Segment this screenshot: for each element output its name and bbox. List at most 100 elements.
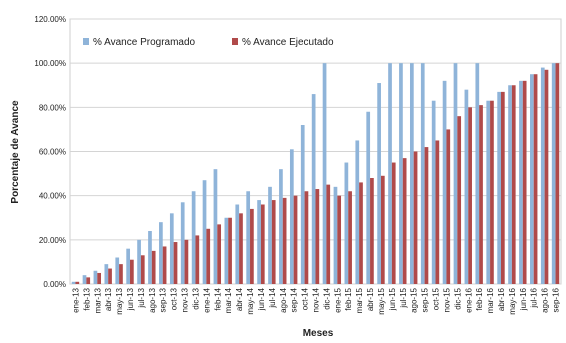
x-tick-label: ago-13 [148, 287, 157, 312]
bars [71, 63, 560, 285]
legend-label-programado: % Avance Programado [93, 37, 196, 48]
x-tick-label: jul-16 [530, 287, 539, 308]
x-tick-label: feb-15 [344, 287, 353, 310]
x-tick-label: dic-13 [191, 287, 200, 309]
x-tick-label: ene-14 [202, 287, 211, 312]
bar-ejecutado [490, 100, 494, 285]
bar-ejecutado [293, 195, 298, 284]
bar-programado [366, 111, 371, 284]
x-tick-label: abr-16 [497, 287, 506, 311]
bar-ejecutado [315, 189, 320, 284]
bar-programado [235, 204, 240, 284]
legend: % Avance Programado % Avance Ejecutado [83, 37, 334, 48]
bar-programado [159, 222, 163, 284]
bar-programado [497, 91, 501, 285]
bar-programado [202, 180, 207, 284]
x-tick-label: may-14 [246, 287, 255, 314]
bar-programado [279, 169, 283, 284]
y-axis-ticks: 0.00% 20.00% 40.00% 60.00% 80.00% 100.00% 120.… [34, 15, 66, 289]
bar-programado [551, 63, 556, 284]
bar-ejecutado [370, 178, 374, 284]
bar-ejecutado [457, 116, 462, 284]
x-tick-label: jul-14 [268, 287, 277, 308]
bar-ejecutado [108, 268, 112, 284]
x-tick-label: jun-16 [519, 287, 528, 311]
x-tick-label: oct-13 [170, 287, 179, 310]
bar-ejecutado [359, 182, 363, 284]
bar-programado [311, 94, 316, 284]
x-tick-label: mar-15 [355, 287, 364, 313]
x-tick-label: ene-16 [464, 287, 473, 312]
y-tick-label: 20.00% [39, 236, 66, 245]
bar-programado [431, 100, 436, 285]
x-tick-label: feb-13 [82, 287, 91, 310]
y-tick-label: 100.00% [34, 59, 66, 68]
bar-programado [224, 217, 229, 284]
bar-ejecutado [140, 255, 145, 284]
bar-programado [148, 231, 152, 284]
bar-ejecutado [250, 208, 254, 284]
bar-programado [180, 202, 185, 284]
x-tick-label: abr-13 [104, 287, 113, 311]
bar-ejecutado [500, 91, 505, 285]
bar-programado [104, 264, 109, 285]
bar-ejecutado [86, 277, 91, 285]
x-tick-label: may-16 [508, 287, 517, 314]
bar-programado [399, 63, 403, 284]
bar-ejecutado [326, 184, 331, 285]
x-tick-label: ago-16 [541, 287, 550, 312]
bar-programado [137, 239, 141, 284]
bar-ejecutado [97, 272, 101, 284]
bar-programado [355, 140, 360, 284]
bar-ejecutado [544, 69, 549, 284]
bar-ejecutado [271, 200, 276, 284]
bar-programado [530, 74, 534, 285]
bar-ejecutado [282, 197, 287, 285]
bar-ejecutado [555, 63, 560, 284]
bar-programado [519, 80, 523, 284]
x-tick-label: mar-13 [93, 287, 102, 313]
y-tick-label: 60.00% [39, 148, 66, 157]
bar-ejecutado [217, 224, 222, 285]
bar-ejecutado [75, 281, 80, 284]
bar-programado [475, 63, 480, 284]
x-tick-label: jun-15 [388, 287, 397, 311]
bar-programado [344, 162, 349, 284]
bar-ejecutado [446, 129, 451, 284]
bar-ejecutado [348, 191, 352, 284]
x-tick-label: sep-16 [552, 287, 561, 312]
x-tick-label: dic-14 [322, 287, 331, 309]
bar-programado [126, 248, 131, 284]
bar-ejecutado [479, 105, 483, 285]
bar-programado [464, 89, 469, 284]
bar-ejecutado [337, 195, 342, 284]
bar-programado [453, 63, 458, 284]
y-tick-label: 120.00% [34, 15, 66, 24]
bar-programado [246, 191, 251, 284]
bar-ejecutado [119, 264, 123, 285]
x-tick-label: may-15 [377, 287, 386, 314]
bar-ejecutado [195, 235, 200, 284]
bar-programado [540, 67, 545, 284]
x-tick-label: jul-13 [137, 287, 146, 308]
bar-programado [93, 270, 98, 284]
x-tick-label: abr-15 [366, 287, 375, 311]
legend-swatch-programado [83, 38, 89, 45]
x-tick-label: oct-14 [301, 287, 310, 310]
bar-programado [213, 169, 218, 284]
x-tick-label: feb-14 [213, 287, 222, 310]
bar-ejecutado [239, 213, 243, 284]
bar-ejecutado [533, 74, 538, 285]
bar-ejecutado [184, 239, 189, 284]
bar-ejecutado [151, 250, 156, 285]
x-tick-label: sep-14 [290, 287, 299, 312]
bar-programado [409, 63, 414, 284]
x-tick-label: dic-15 [453, 287, 462, 309]
bar-programado [191, 191, 196, 284]
x-axis-title: Meses [303, 328, 334, 339]
bar-ejecutado [260, 204, 265, 284]
x-tick-label: may-13 [115, 287, 124, 314]
x-tick-label: jun-14 [257, 287, 266, 311]
bar-ejecutado [173, 242, 178, 284]
